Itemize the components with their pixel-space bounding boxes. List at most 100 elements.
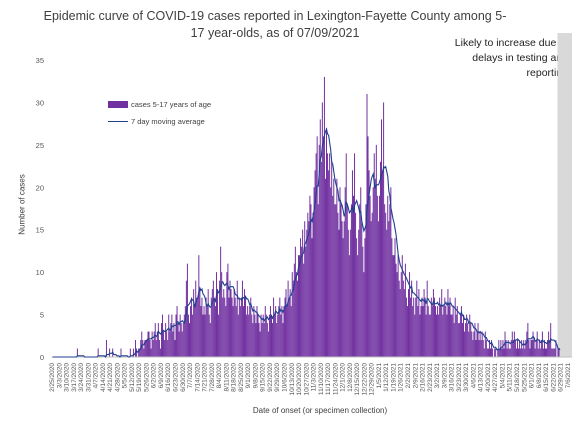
x-tick-label: 6/22/2021 — [550, 363, 557, 392]
x-tick-label: 5/11/2021 — [507, 363, 514, 392]
case-bar — [449, 297, 451, 357]
case-bar — [364, 238, 366, 357]
case-bar — [228, 297, 230, 357]
case-bar — [144, 340, 146, 357]
case-bar — [349, 229, 351, 357]
x-tick-label: 12/15/2020 — [354, 363, 361, 396]
case-bar — [552, 348, 554, 357]
case-bar — [431, 306, 433, 357]
case-bar — [419, 314, 421, 357]
x-tick-label: 4/28/2020 — [114, 363, 121, 392]
case-bar — [301, 246, 303, 357]
case-bar — [281, 306, 283, 357]
case-bar — [417, 306, 419, 357]
case-bar — [109, 348, 111, 357]
case-bar — [239, 306, 241, 357]
y-tick-label: 5 — [40, 311, 44, 320]
y-tick-label: 20 — [36, 183, 44, 192]
case-bar — [271, 314, 272, 357]
case-bar — [515, 348, 517, 357]
case-bar — [522, 348, 524, 357]
x-tick-label: 12/22/2020 — [361, 363, 368, 396]
legend-item-average: 7 day moving average — [108, 113, 211, 130]
case-bar — [370, 221, 372, 357]
case-bar — [282, 323, 284, 357]
case-bar — [547, 340, 549, 357]
case-bar — [141, 331, 143, 357]
case-bar — [246, 314, 248, 357]
case-bar — [351, 170, 353, 357]
case-bar — [511, 331, 513, 357]
y-tick-label: 35 — [36, 56, 44, 65]
x-tick-label: 4/21/2020 — [107, 363, 114, 392]
case-bar — [425, 314, 427, 357]
case-bar — [406, 306, 408, 357]
case-bar — [338, 229, 340, 357]
case-bar — [498, 340, 500, 357]
case-bar — [191, 297, 193, 357]
x-tick-label: 5/18/2021 — [514, 363, 521, 392]
case-bar — [494, 348, 496, 357]
x-tick-label: 4/7/2020 — [93, 363, 100, 389]
case-bar — [545, 348, 546, 357]
x-tick-label: 2/16/2021 — [420, 363, 427, 392]
case-bar — [260, 314, 262, 357]
case-bar — [97, 348, 99, 357]
case-bar — [187, 314, 189, 357]
case-bar — [286, 306, 288, 357]
case-bar — [372, 187, 374, 357]
x-tick-label: 9/22/2020 — [267, 363, 274, 392]
case-bar — [355, 212, 357, 357]
case-bar — [434, 306, 436, 357]
case-bar — [382, 170, 384, 357]
legend-label-average: 7 day moving average — [131, 117, 205, 126]
case-bar — [366, 93, 368, 357]
case-bar — [158, 340, 160, 357]
case-bar — [229, 280, 231, 357]
case-bar — [283, 306, 285, 357]
case-bar — [150, 348, 152, 357]
case-bar — [385, 212, 387, 357]
case-bar — [218, 314, 220, 357]
case-bar — [373, 153, 375, 357]
case-bar — [375, 144, 377, 357]
legend-line-swatch — [108, 121, 128, 122]
case-bar — [213, 297, 215, 357]
case-bar — [317, 204, 319, 357]
case-bar — [195, 280, 197, 357]
case-bar — [139, 348, 141, 357]
case-bar — [412, 306, 414, 357]
x-tick-label: 6/15/2021 — [543, 363, 550, 392]
case-bar — [276, 323, 278, 357]
case-bar — [452, 306, 454, 357]
case-bar — [253, 306, 255, 357]
case-bar — [448, 306, 450, 357]
case-bar — [152, 340, 154, 357]
case-bar — [436, 314, 438, 357]
case-bar — [294, 246, 296, 357]
case-bar — [383, 102, 385, 358]
case-bar — [553, 348, 555, 357]
case-bar — [247, 306, 249, 357]
case-bar — [224, 297, 226, 357]
case-bar — [368, 170, 370, 357]
case-bar — [397, 255, 399, 357]
case-bar — [487, 348, 489, 357]
case-bar — [386, 229, 388, 357]
case-bar — [292, 280, 294, 357]
case-bar — [303, 263, 305, 357]
case-bar — [322, 136, 324, 357]
case-bar — [168, 314, 170, 357]
x-tick-label: 5/26/2020 — [144, 363, 151, 392]
case-bar — [510, 340, 512, 357]
case-bar — [378, 195, 380, 357]
case-bar — [156, 331, 158, 357]
y-tick-label: 0 — [40, 353, 44, 362]
case-bar — [304, 221, 306, 357]
legend-item-cases: cases 5-17 years of age — [108, 96, 211, 113]
x-tick-label: 3/9/2021 — [441, 363, 448, 389]
case-bar — [163, 331, 165, 357]
case-bar — [538, 340, 540, 357]
case-bar — [337, 212, 339, 357]
